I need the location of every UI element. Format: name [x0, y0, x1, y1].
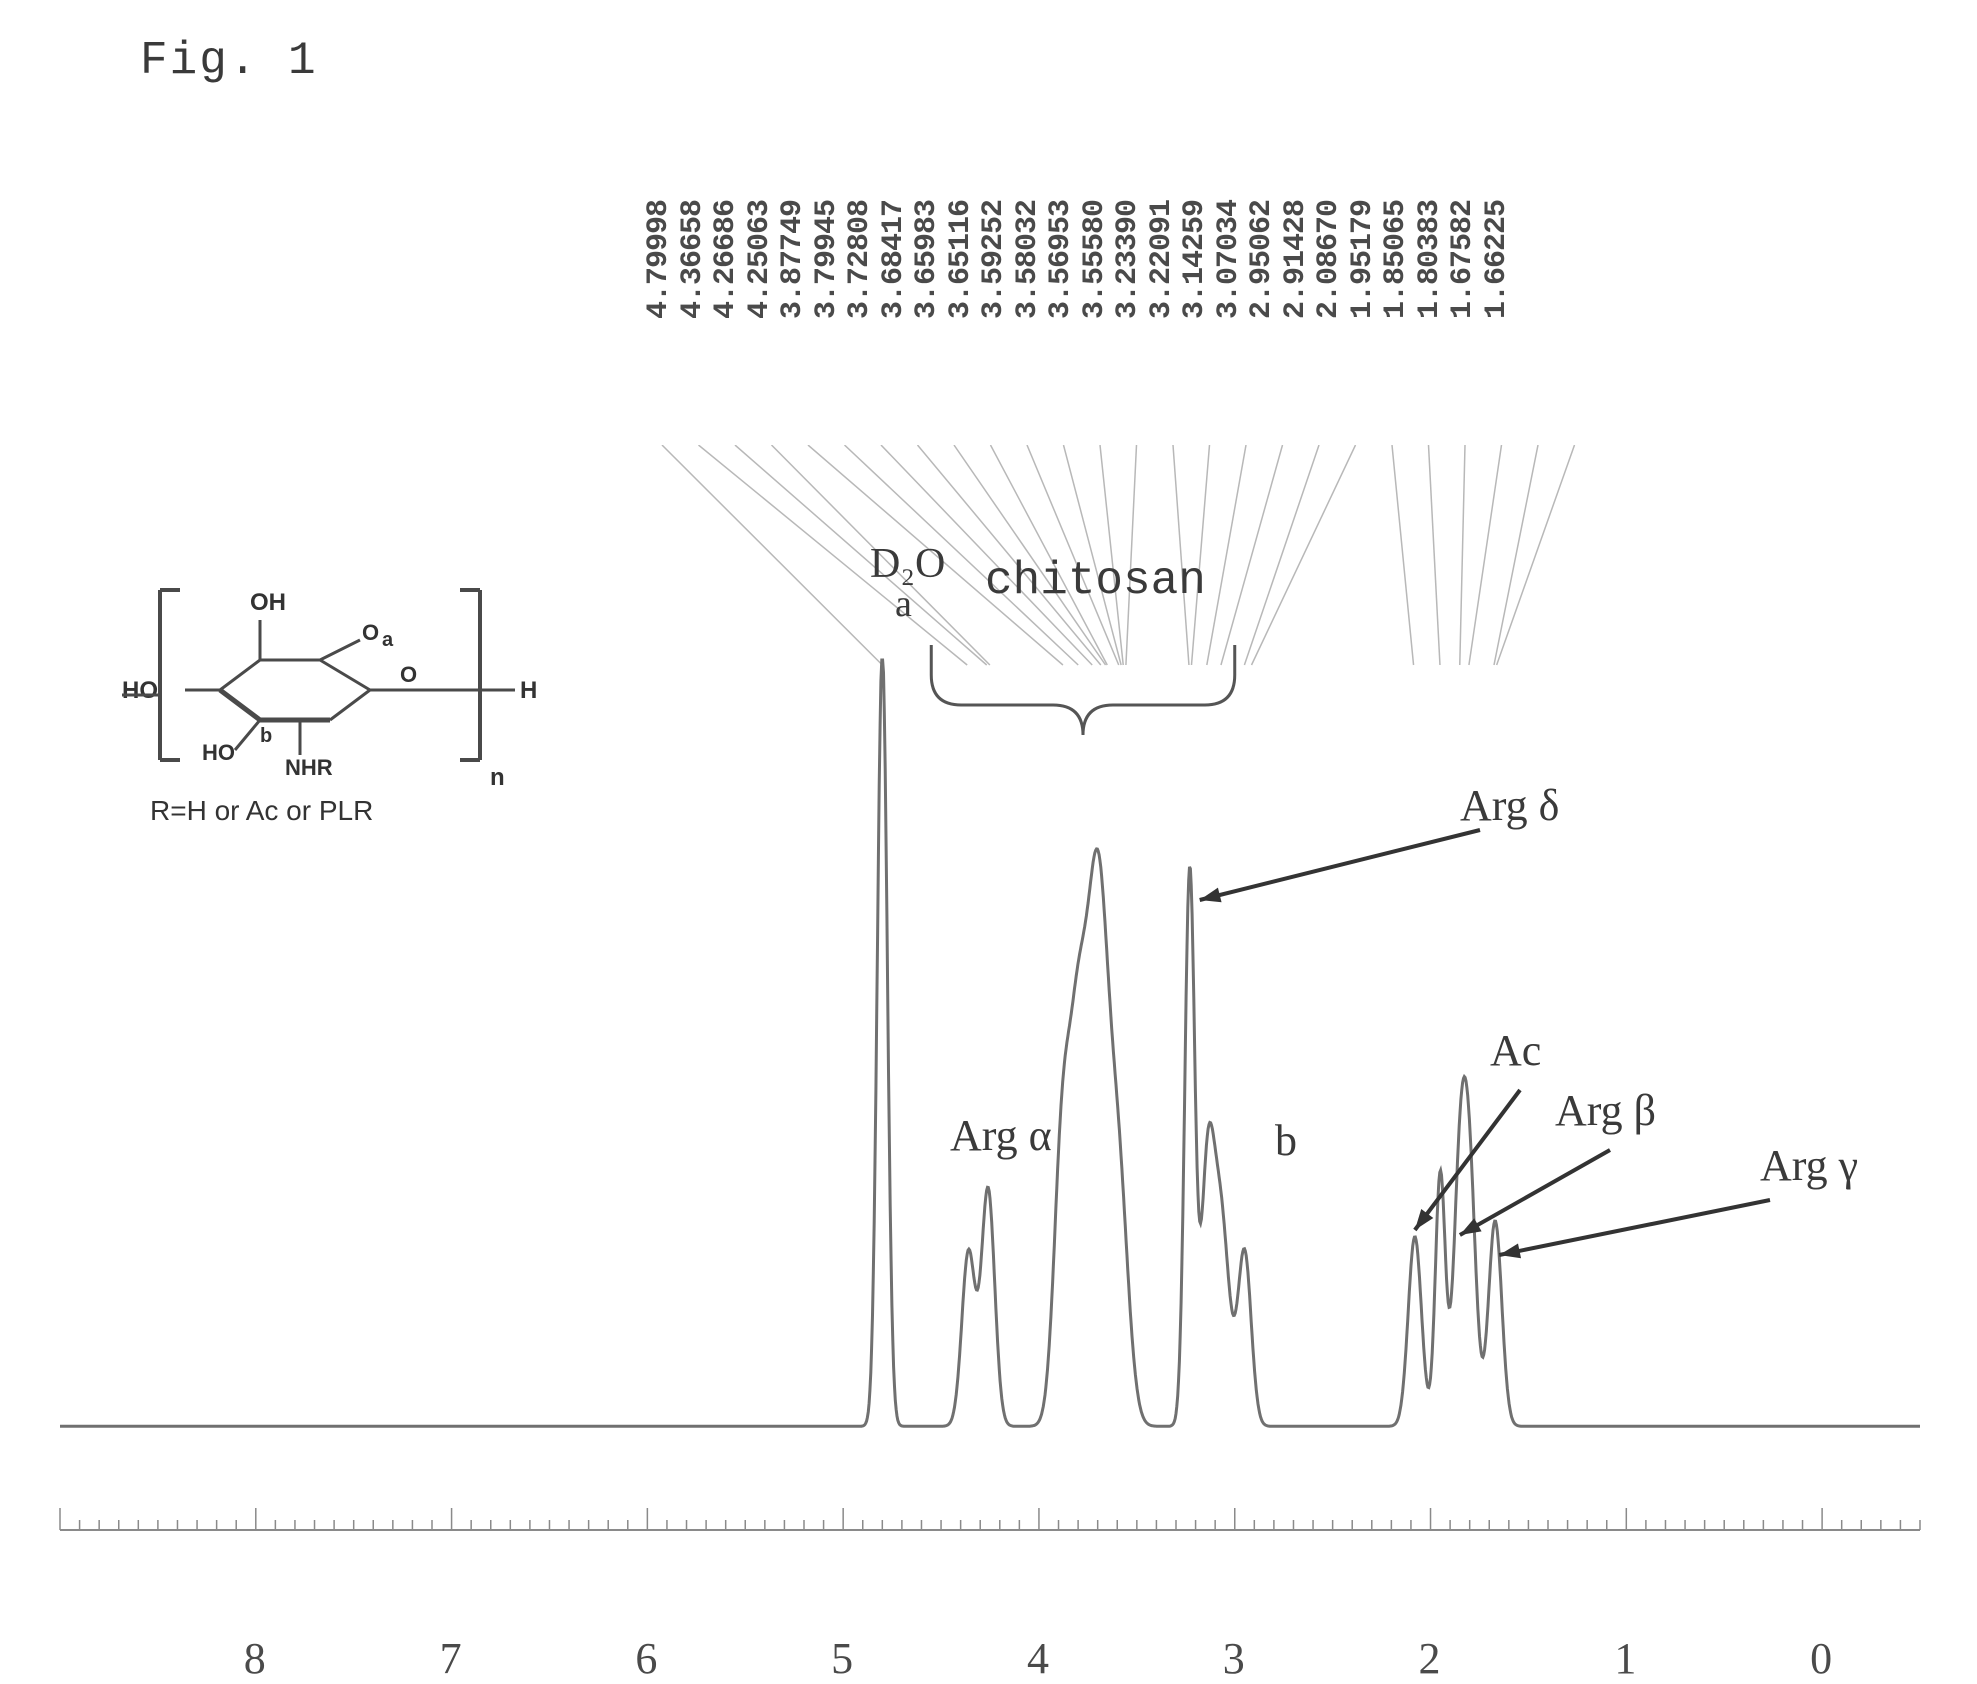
annot-ac: Ac: [1490, 1025, 1541, 1076]
svg-text:n: n: [490, 764, 505, 791]
x-axis-tick-label: 1: [1614, 1633, 1636, 1684]
arrow-arg-gamma: [1499, 1200, 1770, 1258]
svg-text:HO: HO: [122, 677, 158, 704]
svg-text:HO: HO: [202, 740, 235, 765]
svg-text:H: H: [520, 677, 537, 704]
svg-text:O: O: [400, 662, 417, 687]
chitosan-brace: [931, 645, 1234, 735]
figure-page: Fig. 1 4.799984.366584.266864.250633.877…: [0, 0, 1977, 1663]
annot-b: b: [1275, 1115, 1297, 1166]
x-axis-tick-label: 6: [635, 1633, 657, 1684]
structure-inset: OHHOHONHRbOaOHnR=H or Ac or PLR: [60, 560, 560, 845]
annot-arg-beta: Arg β: [1555, 1085, 1656, 1136]
annot-arg-alpha: Arg α: [950, 1110, 1052, 1161]
arrow-arg-delta: [1200, 830, 1480, 902]
svg-text:a: a: [382, 629, 394, 651]
x-axis-tick-label: 3: [1223, 1633, 1245, 1684]
svg-text:OH: OH: [250, 589, 286, 616]
x-axis-tick-label: 2: [1419, 1633, 1441, 1684]
svg-text:b: b: [260, 725, 272, 747]
annot-chitosan: chitosan: [985, 555, 1206, 607]
svg-text:R=H or Ac or PLR: R=H or Ac or PLR: [150, 795, 373, 826]
annot-a: a: [895, 582, 912, 626]
annot-d2o: D₂O: [870, 540, 945, 588]
svg-text:O: O: [362, 620, 379, 645]
x-axis-tick-label: 8: [244, 1633, 266, 1684]
svg-text:NHR: NHR: [285, 755, 333, 780]
x-axis-tick-label: 7: [440, 1633, 462, 1684]
x-axis-tick-label: 5: [831, 1633, 853, 1684]
x-axis-tick-label: 4: [1027, 1633, 1049, 1684]
chemical-structure: OHHOHONHRbOaOHnR=H or Ac or PLR: [60, 560, 560, 840]
x-axis-tick-label: 0: [1810, 1633, 1832, 1684]
annot-arg-gamma: Arg γ: [1760, 1140, 1858, 1191]
annot-arg-delta: Arg δ: [1460, 780, 1559, 831]
arrow-arg-beta: [1460, 1150, 1610, 1235]
